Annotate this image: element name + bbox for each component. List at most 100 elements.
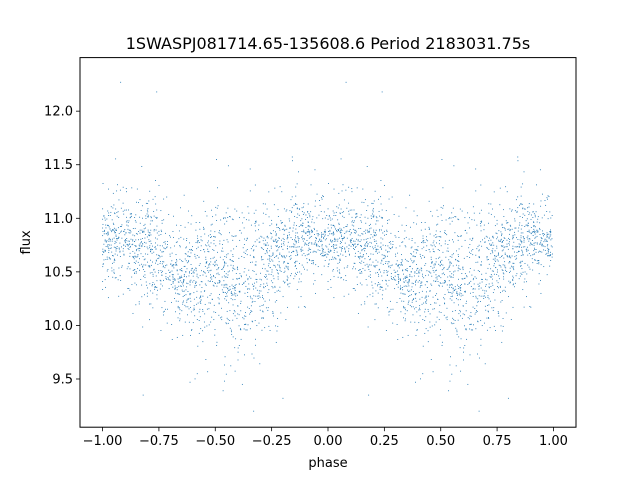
data-point	[176, 336, 178, 338]
data-point	[442, 282, 444, 284]
data-point	[491, 244, 493, 246]
data-point	[333, 240, 335, 242]
data-point	[158, 257, 160, 259]
data-point	[331, 240, 333, 242]
data-point	[488, 212, 490, 214]
data-point	[480, 184, 482, 186]
data-point	[388, 219, 390, 221]
data-point	[115, 228, 117, 230]
data-point	[119, 251, 121, 253]
data-point	[361, 233, 363, 235]
data-point	[195, 222, 197, 223]
data-point	[343, 238, 345, 239]
data-point	[149, 223, 151, 225]
data-point	[219, 256, 221, 258]
data-point	[250, 277, 252, 279]
data-point	[115, 208, 117, 210]
data-point	[268, 216, 270, 218]
data-point	[446, 319, 448, 321]
data-point	[520, 265, 522, 266]
data-point	[530, 232, 532, 234]
data-point	[382, 217, 384, 219]
data-point	[241, 212, 243, 214]
data-point	[441, 259, 443, 261]
data-point	[510, 229, 511, 231]
data-point	[477, 283, 479, 285]
data-point	[306, 269, 308, 271]
data-point	[245, 239, 247, 241]
data-point	[283, 239, 285, 240]
data-point	[131, 244, 133, 246]
data-point	[103, 243, 105, 245]
data-point	[326, 215, 328, 216]
data-point	[487, 259, 489, 260]
data-point	[300, 250, 302, 252]
data-point	[416, 329, 418, 331]
data-point	[419, 305, 421, 307]
data-point	[353, 266, 355, 268]
data-point	[274, 292, 276, 294]
data-point	[533, 231, 535, 233]
data-point	[232, 260, 234, 262]
data-point	[314, 251, 316, 253]
data-point	[373, 265, 375, 267]
data-point	[231, 293, 233, 295]
data-point	[432, 248, 434, 250]
data-point	[398, 263, 400, 265]
data-point	[511, 210, 512, 212]
data-point	[281, 256, 283, 258]
data-point	[322, 233, 324, 235]
data-point	[438, 263, 440, 265]
data-point	[395, 279, 397, 281]
data-point	[204, 326, 206, 328]
data-point	[217, 282, 219, 284]
data-point	[532, 235, 534, 236]
data-point	[459, 208, 461, 210]
data-point	[202, 274, 204, 276]
data-point	[130, 213, 132, 215]
data-point	[472, 249, 474, 250]
y-axis-label: flux	[19, 230, 34, 254]
data-point	[266, 252, 268, 254]
data-point	[126, 191, 127, 193]
data-point	[141, 246, 143, 248]
data-point	[340, 277, 342, 279]
data-point	[198, 332, 200, 334]
data-point	[471, 219, 473, 221]
data-point	[275, 238, 277, 240]
data-point	[402, 270, 404, 272]
data-point	[224, 284, 226, 286]
data-point	[440, 214, 442, 216]
data-point	[213, 275, 215, 277]
data-point	[245, 250, 247, 252]
data-point	[450, 276, 452, 278]
data-point	[327, 235, 329, 237]
data-point	[313, 222, 315, 224]
data-point	[149, 266, 151, 268]
data-point	[404, 320, 406, 322]
data-point	[448, 239, 450, 241]
data-point	[150, 217, 152, 219]
data-point	[283, 241, 285, 243]
data-point	[134, 269, 136, 271]
data-point	[405, 225, 407, 226]
data-point	[520, 235, 522, 237]
data-point	[119, 250, 121, 252]
data-point	[255, 264, 256, 266]
data-point	[500, 292, 501, 294]
data-point	[501, 241, 503, 243]
data-point	[147, 265, 149, 267]
data-point	[386, 307, 388, 309]
data-point	[114, 232, 116, 234]
data-point	[387, 251, 388, 253]
data-point	[546, 236, 548, 238]
data-point	[365, 238, 367, 240]
data-point	[274, 301, 276, 303]
data-point	[173, 245, 175, 247]
data-point	[491, 307, 493, 309]
data-point	[413, 261, 415, 263]
data-point	[414, 280, 416, 282]
data-point	[310, 229, 312, 231]
data-point	[478, 249, 480, 251]
data-point	[476, 224, 478, 226]
